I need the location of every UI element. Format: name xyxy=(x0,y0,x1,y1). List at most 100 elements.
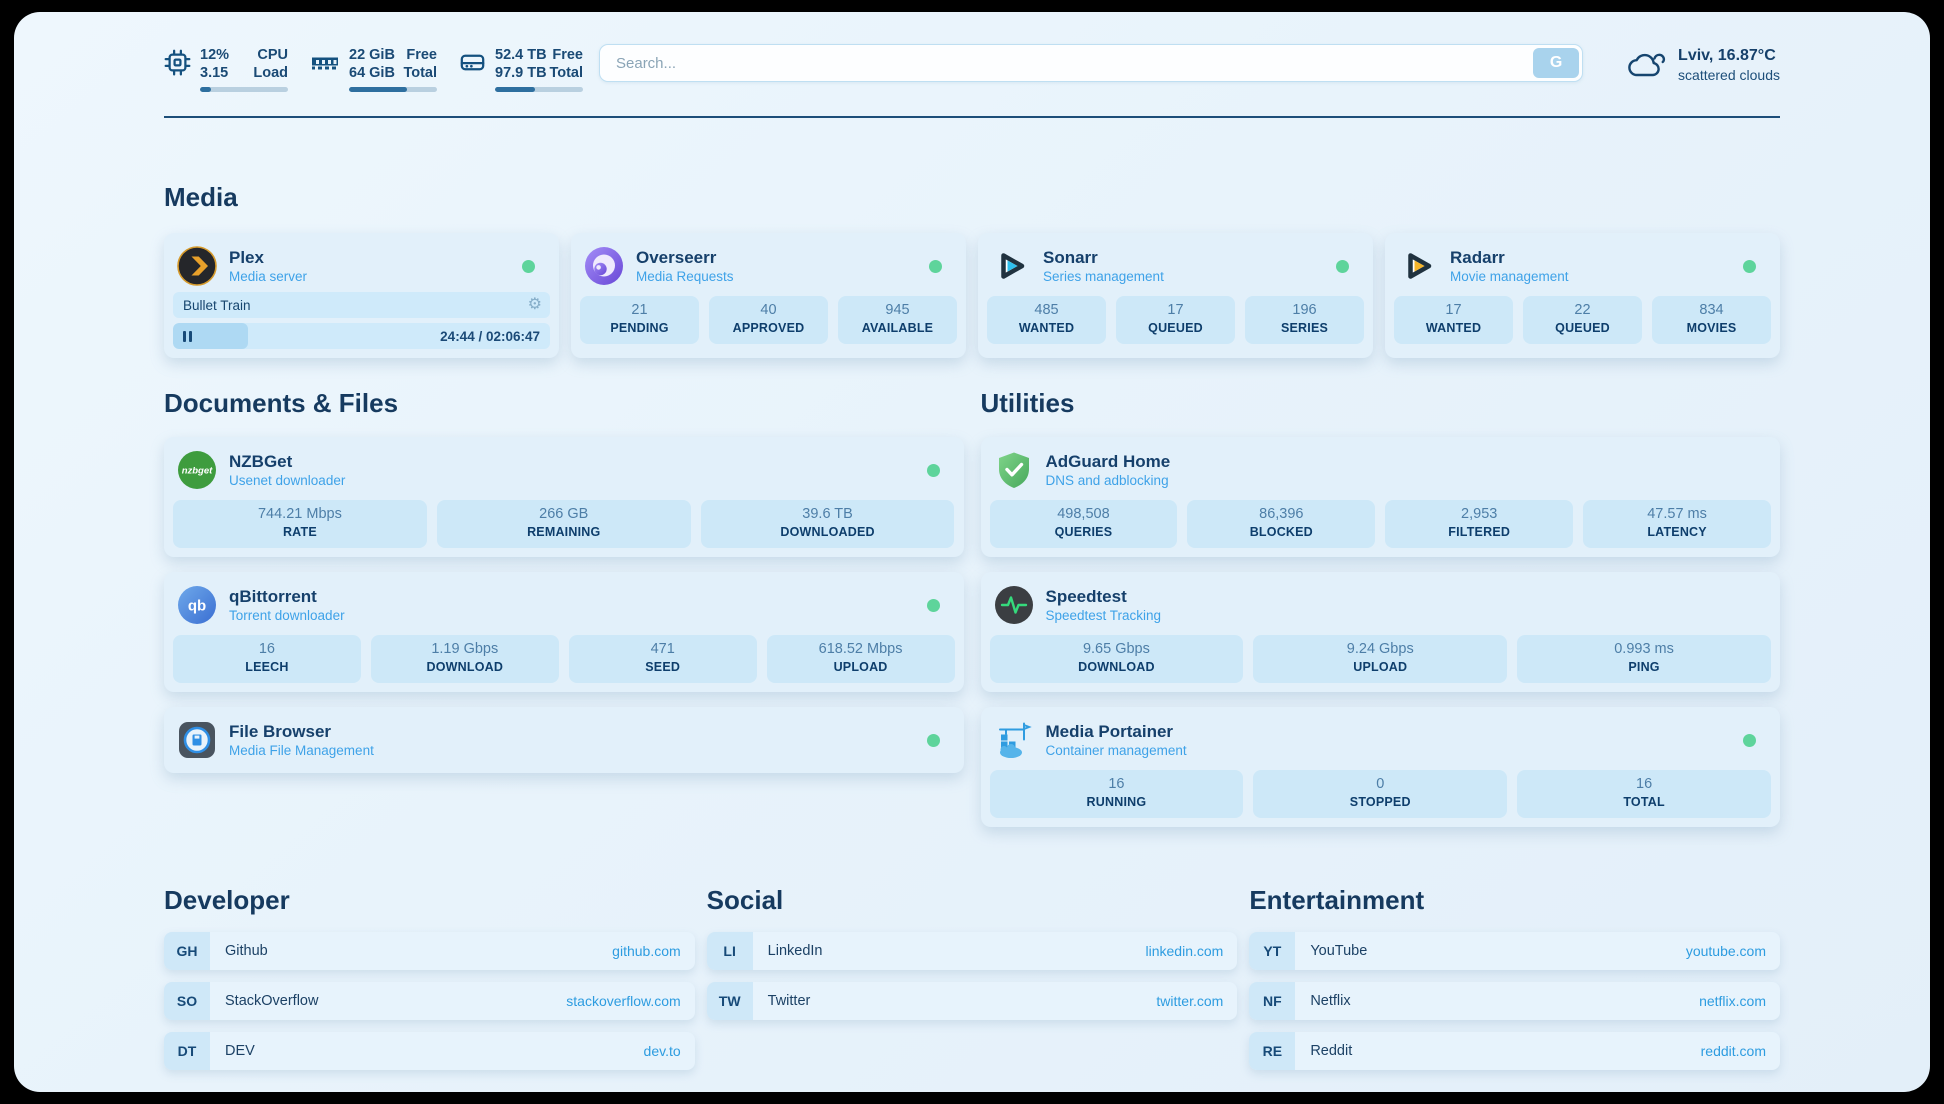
overseerr-card[interactable]: Overseerr Media Requests 21 PENDING 40 A… xyxy=(571,233,966,358)
app-name: Media Portainer xyxy=(1045,722,1174,741)
status-dot-online xyxy=(522,259,535,273)
bookmark-reddit[interactable]: RE Reddit reddit.com xyxy=(1249,1032,1780,1070)
bookmark-netflix[interactable]: NF Netflix netflix.com xyxy=(1249,982,1780,1020)
header-divider xyxy=(164,116,1780,118)
stat-latency: 47.57 ms LATENCY xyxy=(1583,500,1771,548)
bookmark-url[interactable]: youtube.com xyxy=(1685,943,1766,959)
bookmark-url[interactable]: netflix.com xyxy=(1699,993,1766,1009)
stat-series: 196 SERIES xyxy=(1245,296,1364,344)
bookmark-url[interactable]: twitter.com xyxy=(1156,993,1224,1009)
status-dot-online xyxy=(1743,259,1756,273)
stat-value: 471 xyxy=(650,641,675,657)
stat-label: QUEUED xyxy=(1555,321,1610,335)
bookmark-twitter[interactable]: TW Twitter twitter.com xyxy=(706,982,1238,1020)
bookmark-label: StackOverflow xyxy=(225,993,319,1009)
app-name: AdGuard Home xyxy=(1045,452,1171,471)
cpu-load-value: 3.15 xyxy=(200,65,229,81)
bookmark-badge: TW xyxy=(706,982,753,1020)
nzbget-card[interactable]: nzbget NZBGet Usenet downloader 744.21 M… xyxy=(164,437,964,557)
stat-label: DOWNLOADED xyxy=(780,525,875,539)
stat-label: MOVIES xyxy=(1686,321,1737,335)
plex-card[interactable]: Plex Media server Bullet Train ⚙ 24:44 /… xyxy=(164,233,559,358)
bookmark-badge: LI xyxy=(706,932,753,970)
stat-pending: 21 PENDING xyxy=(580,296,699,344)
stat-value: 47.57 ms xyxy=(1647,506,1707,522)
stat-value: 17 xyxy=(1445,302,1462,318)
portainer-card[interactable]: Media Portainer Container management 16 … xyxy=(980,707,1780,827)
sonarr-card[interactable]: Sonarr Series management 485 WANTED 17 Q… xyxy=(978,233,1373,358)
cpu-load-label: Load xyxy=(253,65,288,81)
bookmark-label: LinkedIn xyxy=(767,943,823,959)
section-title-documents: Documents & Files xyxy=(164,388,399,418)
bookmark-stackoverflow[interactable]: SO StackOverflow stackoverflow.com xyxy=(164,982,695,1020)
bookmark-badge: SO xyxy=(164,982,210,1020)
bookmark-label: YouTube xyxy=(1310,943,1368,959)
stat-approved: 40 APPROVED xyxy=(709,296,828,344)
bookmark-url[interactable]: github.com xyxy=(612,943,681,959)
app-name: qBittorrent xyxy=(229,587,317,606)
weather-widget: Lviv, 16.87°C scattered clouds xyxy=(1627,42,1780,85)
stat-label: PING xyxy=(1628,660,1660,674)
speedtest-card[interactable]: Speedtest Speedtest Tracking 9.65 Gbps D… xyxy=(980,572,1780,692)
media-grid: Plex Media server Bullet Train ⚙ 24:44 /… xyxy=(164,233,1780,358)
stat-ping: 0.993 ms PING xyxy=(1517,635,1771,683)
svg-text:nzbget: nzbget xyxy=(182,466,213,477)
stat-value: 40 xyxy=(760,302,777,318)
stat-label: PENDING xyxy=(610,321,669,335)
stat-value: 1.19 Gbps xyxy=(431,641,499,657)
filebrowser-card[interactable]: File Browser Media File Management xyxy=(164,707,964,773)
bookmark-badge: GH xyxy=(164,932,210,970)
cpu-metric: 12% 3.15 CPU Load xyxy=(164,46,288,92)
radarr-icon xyxy=(1398,246,1438,286)
stat-label: QUEUED xyxy=(1148,321,1203,335)
storage-free-label: Free xyxy=(552,47,583,63)
pause-icon[interactable] xyxy=(183,330,192,342)
bookmark-badge: DT xyxy=(164,1032,210,1070)
bookmark-url[interactable]: stackoverflow.com xyxy=(566,993,681,1009)
app-subtitle: Media server xyxy=(229,269,308,284)
search-input[interactable] xyxy=(599,44,1584,82)
filebrowser-icon xyxy=(177,720,217,760)
stat-label: REMAINING xyxy=(527,525,601,539)
app-name: Sonarr xyxy=(1043,248,1098,267)
cloud-icon xyxy=(1627,46,1667,85)
stat-wanted: 485 WANTED xyxy=(987,296,1106,344)
qbittorrent-card[interactable]: qb qBittorrent Torrent downloader 16 xyxy=(164,572,964,692)
now-playing-progress[interactable]: 24:44 / 02:06:47 xyxy=(173,323,550,349)
stat-downloaded: 39.6 TB DOWNLOADED xyxy=(700,500,955,548)
storage-progress-track xyxy=(495,87,583,92)
stat-value: 39.6 TB xyxy=(802,506,853,522)
app-subtitle: DNS and adblocking xyxy=(1045,473,1169,488)
bookmark-label: Twitter xyxy=(767,993,811,1009)
bookmark-url[interactable]: dev.to xyxy=(643,1043,681,1059)
section-title-developer: Developer xyxy=(164,885,290,915)
status-dot-online xyxy=(926,733,940,747)
app-subtitle: Movie management xyxy=(1450,269,1569,284)
gear-icon[interactable]: ⚙ xyxy=(527,296,542,313)
stat-value: 485 xyxy=(1034,302,1059,318)
adguard-card[interactable]: AdGuard Home DNS and adblocking 498,508 … xyxy=(980,437,1780,557)
bookmark-label: Netflix xyxy=(1310,993,1351,1009)
search-engine-button[interactable]: G xyxy=(1533,48,1580,78)
bookmark-label: DEV xyxy=(225,1043,255,1059)
bookmark-linkedin[interactable]: LI LinkedIn linkedin.com xyxy=(706,932,1238,970)
developer-section: Developer GH Github github.com SO StackO… xyxy=(164,885,695,1070)
bookmark-github[interactable]: GH Github github.com xyxy=(164,932,695,970)
stat-label: DOWNLOAD xyxy=(1078,660,1155,674)
app-name: Plex xyxy=(229,248,264,267)
radarr-card[interactable]: Radarr Movie management 17 WANTED 22 QUE… xyxy=(1385,233,1780,358)
bookmark-youtube[interactable]: YT YouTube youtube.com xyxy=(1249,932,1780,970)
memory-free-label: Free xyxy=(406,47,437,63)
adguard-icon xyxy=(994,450,1034,490)
bookmark-url[interactable]: reddit.com xyxy=(1700,1043,1766,1059)
sonarr-icon xyxy=(991,246,1031,286)
bookmark-url[interactable]: linkedin.com xyxy=(1145,943,1224,959)
status-dot-online xyxy=(926,463,940,477)
stat-running: 16 RUNNING xyxy=(989,770,1244,818)
app-subtitle: Series management xyxy=(1043,269,1164,284)
stat-value: 266 GB xyxy=(539,506,589,522)
bookmark-label: Reddit xyxy=(1310,1043,1353,1059)
bookmark-dev[interactable]: DT DEV dev.to xyxy=(164,1032,695,1070)
app-subtitle: Container management xyxy=(1045,743,1187,758)
stat-download: 9.65 Gbps DOWNLOAD xyxy=(989,635,1244,683)
